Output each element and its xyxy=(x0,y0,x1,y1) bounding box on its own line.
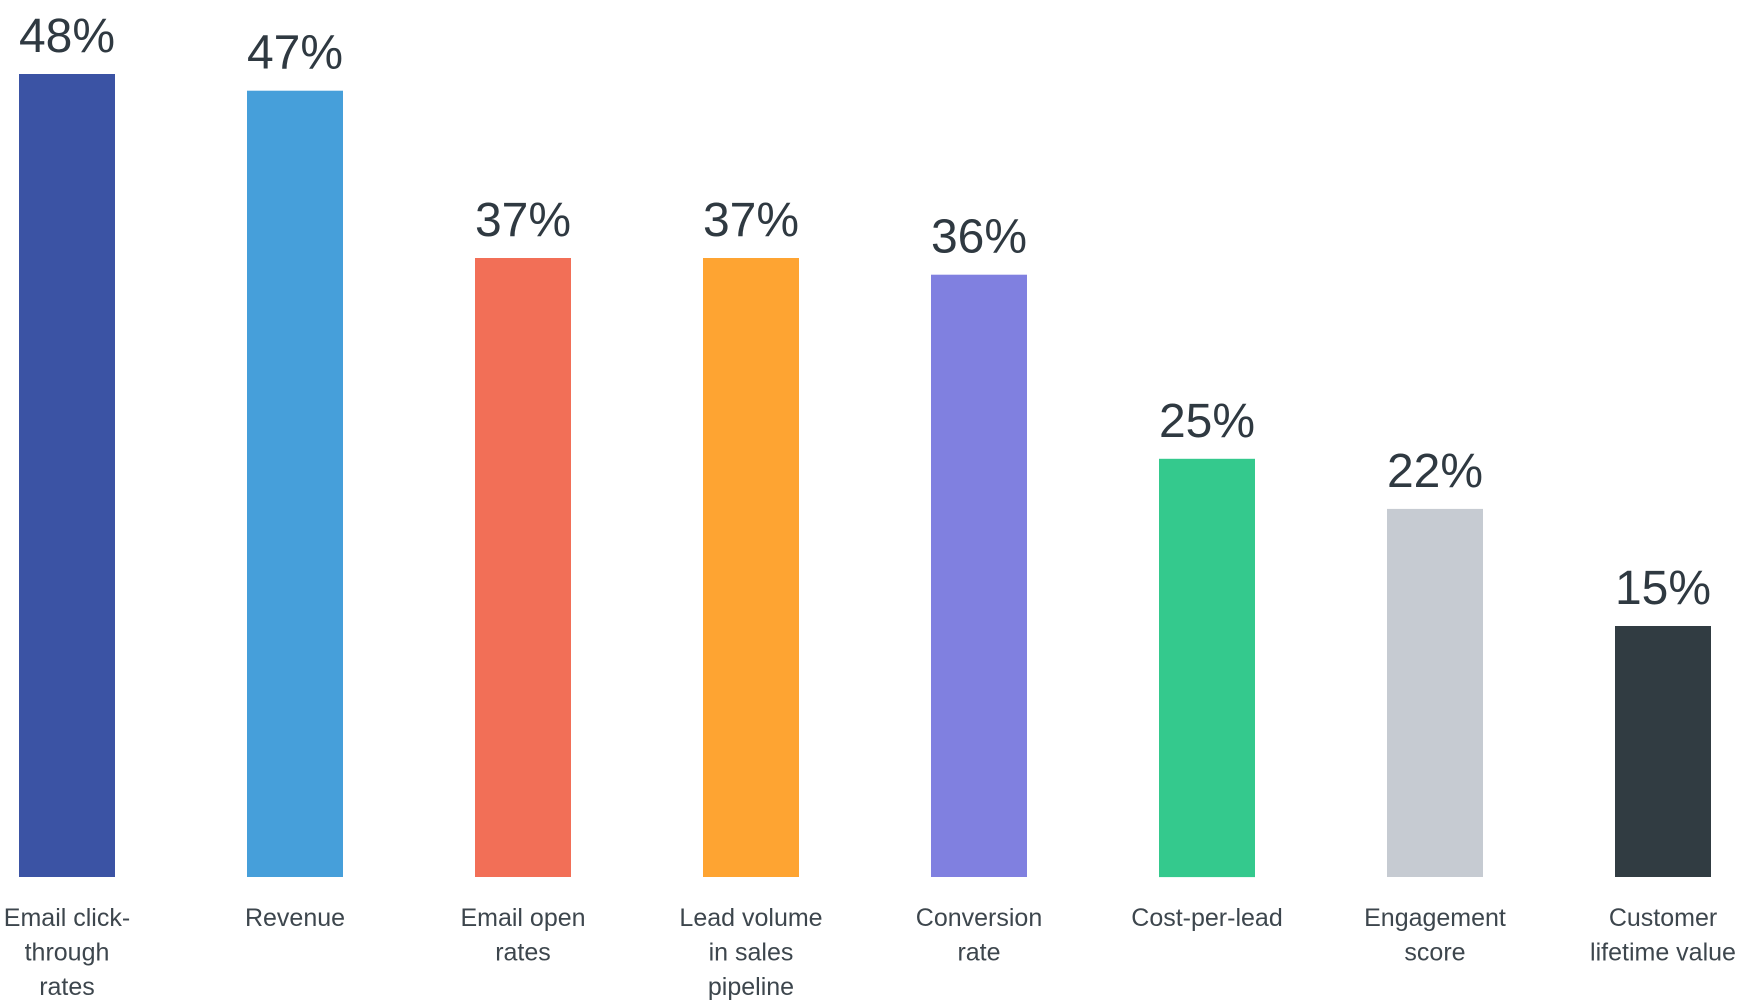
category-label-line: Lead volume xyxy=(679,904,822,932)
category-labels-group: Email click-through rates Revenue Email ope… xyxy=(4,904,1736,1000)
category-label-line: Customer xyxy=(1609,904,1717,932)
bar-1 xyxy=(19,74,115,877)
category-label-3: Email open rates xyxy=(460,904,585,967)
category-label-line: rates xyxy=(39,973,95,1000)
bar-2 xyxy=(247,90,343,877)
category-label-8: Customer lifetime value xyxy=(1590,904,1736,967)
value-label-3: 37% xyxy=(475,194,571,247)
category-label-line: Engagement xyxy=(1364,904,1506,932)
value-label-7: 22% xyxy=(1387,445,1483,498)
bar-6 xyxy=(1159,458,1255,878)
category-label-line: score xyxy=(1404,939,1465,967)
category-label-7: Engagement score xyxy=(1364,904,1506,967)
value-label-8: 15% xyxy=(1615,562,1711,615)
category-label-line: through xyxy=(25,939,110,967)
category-label-5: Conversion rate xyxy=(916,904,1042,967)
category-label-2: Revenue xyxy=(245,904,345,932)
bar-7 xyxy=(1387,508,1483,877)
value-label-4: 37% xyxy=(703,194,799,247)
category-label-line: lifetime value xyxy=(1590,939,1736,967)
category-label-line: Conversion xyxy=(916,904,1042,932)
value-label-6: 25% xyxy=(1159,395,1255,448)
bar-3 xyxy=(475,258,571,877)
category-label-6: Cost-per-lead xyxy=(1131,904,1282,932)
bar-4 xyxy=(703,258,799,877)
value-label-2: 47% xyxy=(247,27,343,80)
category-label-line: rate xyxy=(957,939,1000,967)
bar-8 xyxy=(1615,626,1711,877)
value-labels-group: 48% 47% 37% 37% 36% 25% 22% 15% xyxy=(19,10,1711,615)
bar-5 xyxy=(931,274,1027,877)
value-label-5: 36% xyxy=(931,211,1027,264)
value-label-1: 48% xyxy=(19,10,115,63)
category-label-line: pipeline xyxy=(708,973,794,1000)
category-label-line: Email open xyxy=(460,904,585,932)
category-label-1: Email click-through rates xyxy=(4,904,130,1000)
category-label-line: Revenue xyxy=(245,904,345,932)
category-label-line: rates xyxy=(495,939,551,967)
category-label-line: Cost-per-lead xyxy=(1131,904,1282,932)
category-label-4: Lead volume in sales pipeline xyxy=(679,904,822,1000)
category-label-line: in sales xyxy=(709,939,794,967)
category-label-line: Email click- xyxy=(4,904,130,932)
bars-group xyxy=(19,74,1711,878)
